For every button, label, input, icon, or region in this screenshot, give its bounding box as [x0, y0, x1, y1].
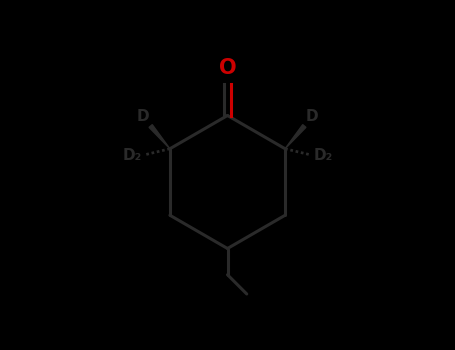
- Text: D₂: D₂: [122, 148, 142, 162]
- Polygon shape: [285, 125, 306, 149]
- Text: D: D: [136, 109, 149, 124]
- Text: D₂: D₂: [313, 148, 333, 162]
- Polygon shape: [149, 125, 170, 149]
- Text: D: D: [306, 109, 318, 124]
- Text: O: O: [219, 58, 236, 78]
